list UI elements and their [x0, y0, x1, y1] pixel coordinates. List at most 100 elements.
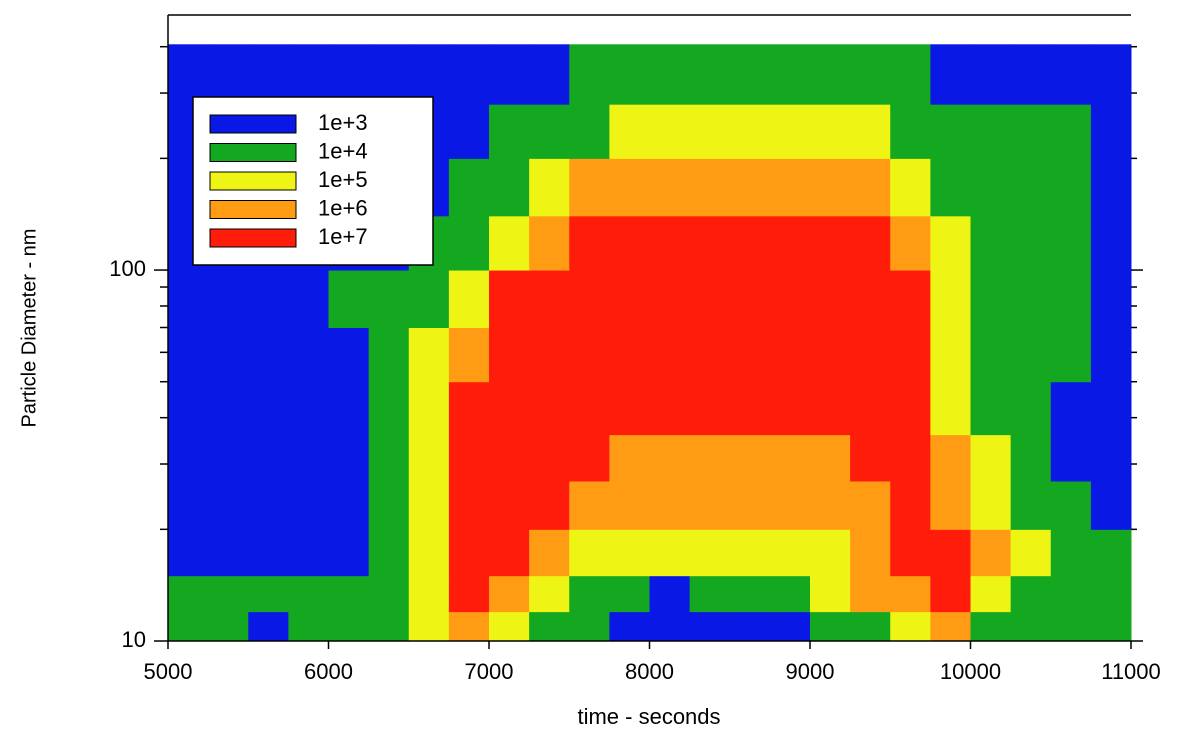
contour-cell: [649, 611, 691, 642]
contour-cell: [208, 529, 249, 577]
contour-cell: [408, 270, 450, 329]
contour-cell: [1090, 327, 1132, 383]
contour-cell: [248, 270, 289, 329]
contour-cell: [810, 327, 851, 383]
contour-cell: [769, 104, 811, 159]
contour-cell: [810, 480, 851, 530]
contour-cell: [569, 480, 610, 530]
contour-cell: [769, 611, 811, 642]
y-axis-title: Particle Diameter - nm: [18, 229, 40, 428]
contour-cell: [448, 611, 490, 642]
contour-cell: [288, 434, 329, 482]
contour-cell: [448, 215, 490, 271]
x-tick-label: 8000: [625, 659, 674, 684]
contour-cell: [248, 327, 289, 383]
contour-cell: [729, 611, 771, 642]
contour-area: [168, 44, 1132, 642]
contour-cell: [1010, 215, 1052, 271]
contour-cell: [1010, 104, 1052, 159]
contour-cell: [1090, 611, 1132, 642]
contour-cell: [328, 480, 370, 530]
contour-cell: [689, 158, 731, 217]
contour-cell: [1050, 575, 1092, 613]
contour-cell: [569, 327, 610, 383]
contour-cell: [890, 434, 931, 482]
contour-cell: [489, 44, 530, 105]
contour-cell: [408, 327, 450, 383]
contour-cell: [890, 611, 931, 642]
legend-label: 1e+4: [318, 138, 368, 163]
contour-cell: [609, 215, 650, 271]
contour-cell: [448, 158, 490, 217]
contour-cell: [890, 215, 931, 271]
contour-cell: [890, 381, 931, 436]
contour-cell: [970, 215, 1012, 271]
contour-cell: [1050, 434, 1092, 482]
contour-cell: [850, 611, 891, 642]
contour-cell: [208, 434, 249, 482]
contour-cell: [729, 104, 771, 159]
contour-cell: [890, 480, 931, 530]
contour-cell: [769, 575, 811, 613]
contour-cell: [649, 575, 691, 613]
contour-cell: [729, 270, 771, 329]
contour-cell: [288, 327, 329, 383]
contour-cell: [850, 480, 891, 530]
contour-cell: [368, 381, 410, 436]
contour-cell: [930, 270, 971, 329]
x-axis-title: time - seconds: [577, 704, 720, 729]
contour-cell: [328, 575, 370, 613]
contour-cell: [689, 215, 731, 271]
contour-cell: [489, 575, 530, 613]
contour-cell: [1090, 434, 1132, 482]
contour-cell: [529, 215, 570, 271]
contour-cell: [489, 215, 530, 271]
contour-cell: [850, 215, 891, 271]
contour-cell: [448, 480, 490, 530]
contour-cell: [1010, 480, 1052, 530]
contour-cell: [689, 575, 731, 613]
y-tick-label: 100: [109, 256, 146, 281]
contour-cell: [970, 104, 1012, 159]
contour-cell: [368, 44, 410, 105]
contour-cell: [288, 270, 329, 329]
contour-cell: [609, 529, 650, 577]
contour-cell: [368, 434, 410, 482]
legend-swatch: [209, 228, 297, 248]
contour-cell: [970, 480, 1012, 530]
legend-label: 1e+6: [318, 195, 368, 220]
contour-cell: [569, 381, 610, 436]
contour-cell: [649, 529, 691, 577]
contour-cell: [689, 270, 731, 329]
contour-cell: [208, 327, 249, 383]
contour-cell: [448, 434, 490, 482]
contour-cell: [529, 104, 570, 159]
contour-cell: [569, 104, 610, 159]
contour-cell: [729, 480, 771, 530]
contour-cell: [489, 270, 530, 329]
contour-cell: [1090, 529, 1132, 577]
contour-cell: [850, 575, 891, 613]
contour-cell: [1010, 327, 1052, 383]
contour-cell: [408, 529, 450, 577]
contour-cell: [529, 611, 570, 642]
contour-cell: [609, 575, 650, 613]
contour-cell: [810, 575, 851, 613]
contour-cell: [810, 611, 851, 642]
contour-cell: [769, 480, 811, 530]
contour-cell: [208, 381, 249, 436]
x-tick-label: 11000: [1101, 659, 1161, 684]
contour-cell: [569, 270, 610, 329]
contour-cell: [248, 575, 289, 613]
contour-cell: [529, 480, 570, 530]
contour-cell: [1050, 381, 1092, 436]
contour-cell: [248, 434, 289, 482]
contour-cell: [930, 381, 971, 436]
contour-cell: [729, 434, 771, 482]
contour-cell: [850, 44, 891, 105]
contour-cell: [729, 529, 771, 577]
contour-cell: [1050, 270, 1092, 329]
contour-cell: [930, 158, 971, 217]
contour-cell: [970, 434, 1012, 482]
contour-cell: [609, 611, 650, 642]
